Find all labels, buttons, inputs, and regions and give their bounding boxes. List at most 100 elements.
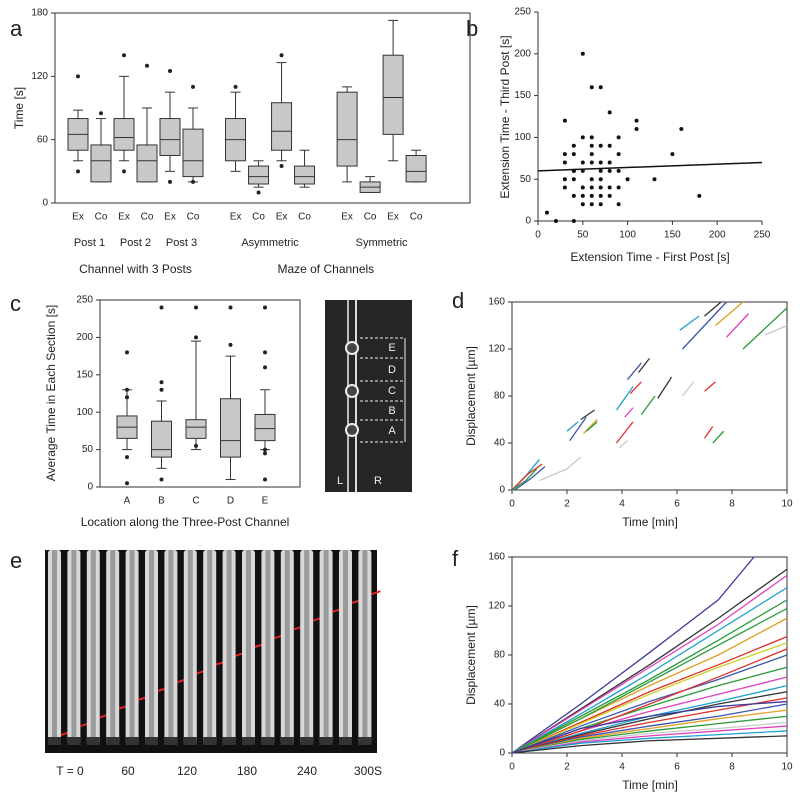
box [405, 155, 427, 183]
outlier [122, 169, 126, 174]
point [670, 152, 675, 157]
outlier [263, 365, 267, 370]
strip-base [242, 737, 255, 745]
x-tick-label: Ex [72, 212, 84, 223]
channel-image [325, 300, 412, 492]
point [553, 219, 558, 223]
strip-base [339, 737, 352, 745]
series-line [514, 466, 546, 491]
chart: 0 40 80 120 160 0 2 4 6 8 10 Displacement [µm] Time … [464, 297, 793, 530]
outlier [125, 350, 129, 355]
x-tick-label: 0 [535, 230, 541, 241]
strip-channel [129, 550, 135, 745]
strip-base [222, 737, 236, 745]
point [679, 127, 684, 132]
x-tick-label: 0 [509, 499, 515, 510]
outlier [263, 305, 267, 310]
x-tick-label: Co [252, 212, 265, 223]
point [571, 193, 576, 198]
box [336, 91, 358, 167]
series-line [511, 691, 788, 754]
series-line [511, 730, 788, 754]
point [607, 143, 612, 148]
y-tick-label: 50 [520, 174, 532, 185]
strip-base [203, 737, 217, 745]
series-line [585, 421, 598, 432]
series-line [511, 463, 543, 491]
outlier [125, 387, 129, 392]
x-tick-label: 10 [781, 499, 793, 510]
strip-base [261, 737, 275, 745]
y-tick-label: 120 [31, 71, 48, 82]
series-line [511, 574, 788, 754]
series-line [640, 395, 656, 416]
outlier [76, 169, 80, 174]
point [562, 152, 567, 157]
box [220, 398, 241, 458]
plot-frame [511, 301, 788, 491]
post [345, 423, 359, 437]
x-tick-label: 6 [674, 762, 680, 773]
time-label: 240 [297, 764, 317, 778]
box [113, 118, 135, 151]
y-tick-label: 150 [76, 369, 93, 380]
y-tick-label: 50 [82, 444, 94, 455]
time-label: 180 [237, 764, 257, 778]
y-tick-label: 60 [37, 134, 49, 145]
arrow [371, 590, 381, 596]
point [589, 152, 594, 157]
outlier [145, 63, 149, 68]
y-axis-label: Average Time in Each Section [s] [44, 305, 58, 482]
series-line [682, 301, 727, 350]
trend-line [537, 161, 763, 172]
time-label: 60 [121, 764, 135, 778]
outlier [76, 74, 80, 79]
panel-label: f [452, 546, 459, 571]
point [571, 143, 576, 148]
point [652, 177, 657, 182]
outlier [263, 350, 267, 355]
x-axis-label: Extension Time - First Post [s] [570, 250, 729, 264]
point [598, 85, 603, 90]
point [589, 185, 594, 190]
y-axis-label: Displacement [µm] [464, 346, 478, 446]
box [90, 144, 112, 183]
supergroup-label: Maze of Channels [277, 262, 374, 276]
group-label: Post 1 [74, 237, 105, 249]
strip-base [67, 737, 81, 745]
outlier [122, 53, 126, 58]
y-tick-label: 200 [514, 48, 531, 59]
series-line [511, 700, 788, 754]
y-tick-label: 0 [525, 216, 531, 227]
y-axis-label: Displacement [µm] [464, 605, 478, 705]
strip-channel [168, 550, 174, 745]
box [294, 165, 316, 185]
point [607, 160, 612, 165]
panel-label: c [10, 291, 21, 316]
point [589, 193, 594, 198]
box [271, 102, 293, 151]
section-label: C [388, 385, 396, 397]
x-tick-label: 4 [619, 762, 625, 773]
x-tick-label: D [227, 496, 234, 507]
y-tick-label: 120 [488, 344, 505, 355]
group-label: Symmetric [356, 237, 408, 249]
point [616, 202, 621, 207]
strip-channel [71, 550, 77, 745]
strip-base [300, 737, 314, 745]
x-tick-label: Co [364, 212, 377, 223]
point [562, 160, 567, 165]
x-tick-label: 2 [564, 762, 570, 773]
series-line [511, 725, 788, 754]
strip-channel [52, 550, 57, 745]
y-tick-label: 80 [494, 391, 506, 402]
panel-label: b [466, 16, 478, 41]
strip-channel [207, 550, 213, 745]
chart: 0 50 100 150 200 250 Average Time in Each Sect… [44, 295, 301, 529]
series-line [615, 421, 634, 444]
series-line [511, 654, 788, 754]
time-label: 300S [354, 764, 382, 778]
outlier [125, 395, 129, 400]
x-tick-label: Ex [118, 212, 130, 223]
